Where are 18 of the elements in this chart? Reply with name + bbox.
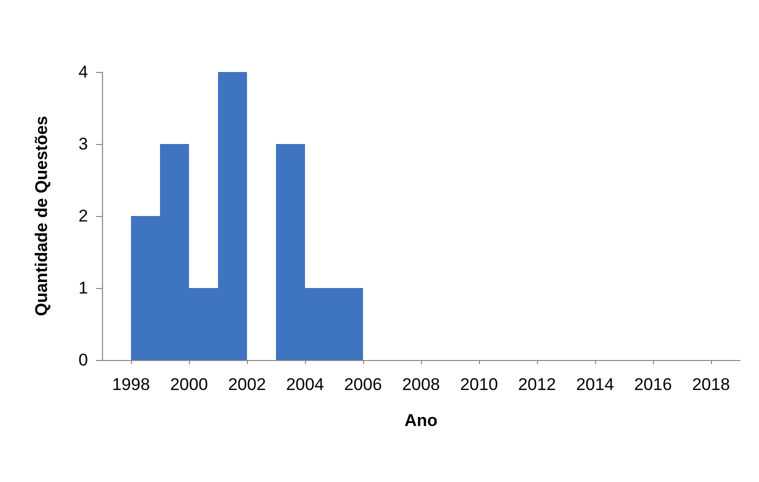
x-tick-label: 2014 — [576, 375, 614, 394]
x-tick-label: 2008 — [402, 375, 440, 394]
y-tick-label: 3 — [78, 134, 88, 154]
x-tick-label: 2016 — [634, 375, 672, 394]
x-tick-label: 2012 — [518, 375, 556, 394]
x-tick-label: 2004 — [286, 375, 324, 394]
x-tick-label: 2018 — [692, 375, 730, 394]
x-tick-label: 2010 — [460, 375, 498, 394]
y-axis-title: Quantidade de Questões — [32, 116, 51, 316]
y-tick-label: 2 — [78, 206, 88, 226]
x-tick-label: 2000 — [170, 375, 208, 394]
x-axis-title: Ano — [404, 411, 438, 430]
y-tick-label: 0 — [78, 350, 88, 370]
x-tick-label: 2002 — [228, 375, 266, 394]
y-tick-label: 4 — [78, 62, 88, 82]
x-tick-label: 1998 — [112, 375, 150, 394]
x-tick-label: 2006 — [344, 375, 382, 394]
y-tick-label: 1 — [78, 278, 88, 298]
